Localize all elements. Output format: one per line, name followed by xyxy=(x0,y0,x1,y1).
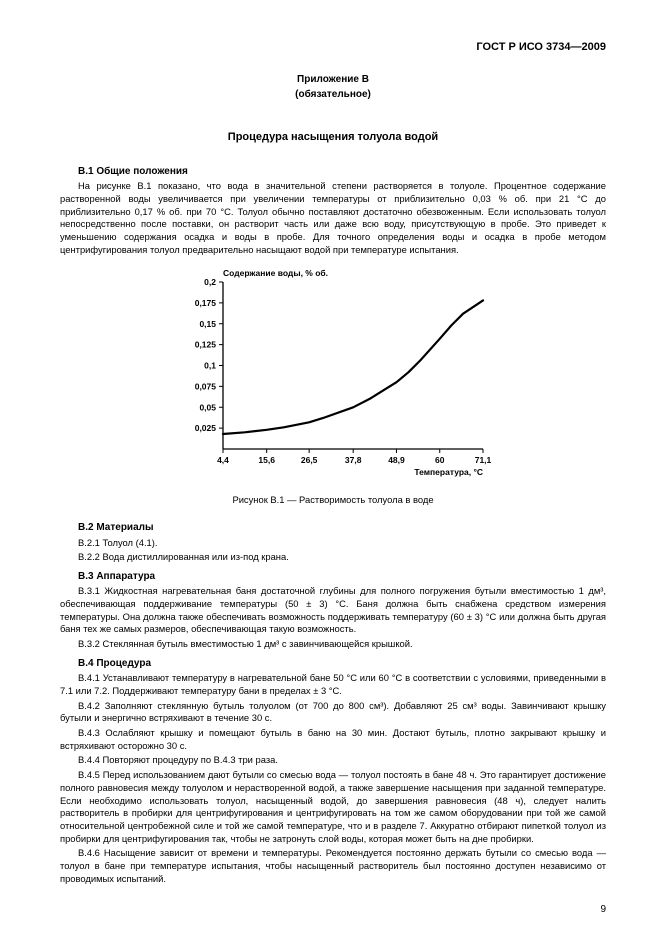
appendix-label: Приложение В xyxy=(60,73,606,87)
svg-text:0,025: 0,025 xyxy=(195,423,217,433)
svg-text:0,15: 0,15 xyxy=(199,319,216,329)
page: ГОСТ Р ИСО 3734—2009 Приложение В (обяза… xyxy=(0,0,661,936)
para-b21: В.2.1 Толуол (4.1). xyxy=(60,537,606,550)
mandatory-label: (обязательное) xyxy=(60,88,606,102)
svg-text:4,4: 4,4 xyxy=(217,455,229,465)
svg-text:0,05: 0,05 xyxy=(199,403,216,413)
solubility-chart: 0,025 0,05 0,075 0,1 0,125 0,15 0,175 0,2 4,4 15,… xyxy=(60,264,606,484)
para-b1: На рисунке В.1 показано, что вода в знач… xyxy=(60,180,606,256)
para-b44: В.4.4 Повторяют процедуру по В.4.3 три р… xyxy=(60,754,606,767)
chart-caption: Рисунок В.1 — Растворимость толуола в во… xyxy=(60,494,606,507)
para-b22: В.2.2 Вода дистиллированная или из-под к… xyxy=(60,551,606,564)
para-b41: В.4.1 Устанавливают температуру в нагрев… xyxy=(60,672,606,697)
section-b4-heading: В.4 Процедура xyxy=(78,657,606,671)
svg-text:0,075: 0,075 xyxy=(195,382,217,392)
page-title: Процедура насыщения толуола водой xyxy=(60,130,606,145)
page-number: 9 xyxy=(600,903,606,917)
para-b46: В.4.6 Насыщение зависит от времени и тем… xyxy=(60,847,606,885)
svg-text:Температура, °С: Температура, °С xyxy=(414,467,483,477)
section-b2-heading: В.2 Материалы xyxy=(78,521,606,535)
svg-text:26,5: 26,5 xyxy=(301,455,318,465)
para-b32: В.3.2 Стеклянная бутыль вместимостью 1 д… xyxy=(60,638,606,651)
svg-text:37,8: 37,8 xyxy=(345,455,362,465)
para-b31: В.3.1 Жидкостная нагревательная баня дос… xyxy=(60,585,606,636)
para-b42: В.4.2 Заполняют стеклянную бутыль толуол… xyxy=(60,700,606,725)
chart-svg: 0,025 0,05 0,075 0,1 0,125 0,15 0,175 0,2 4,4 15,… xyxy=(168,264,498,484)
para-b45: В.4.5 Перед использованием дают бутыли с… xyxy=(60,769,606,845)
svg-text:15,6: 15,6 xyxy=(258,455,275,465)
svg-text:71,1: 71,1 xyxy=(475,455,492,465)
svg-text:Содержание воды, % об.: Содержание воды, % об. xyxy=(223,268,328,278)
svg-text:60: 60 xyxy=(435,455,445,465)
svg-text:0,2: 0,2 xyxy=(204,277,216,287)
svg-text:0,175: 0,175 xyxy=(195,298,217,308)
svg-text:48,9: 48,9 xyxy=(388,455,405,465)
svg-text:0,1: 0,1 xyxy=(204,361,216,371)
section-b3-heading: В.3 Аппаратура xyxy=(78,570,606,584)
svg-text:0,125: 0,125 xyxy=(195,340,217,350)
section-b1-heading: В.1 Общие положения xyxy=(78,165,606,179)
para-b43: В.4.3 Ослабляют крышку и помещают бутыль… xyxy=(60,727,606,752)
doc-id: ГОСТ Р ИСО 3734—2009 xyxy=(60,40,606,55)
